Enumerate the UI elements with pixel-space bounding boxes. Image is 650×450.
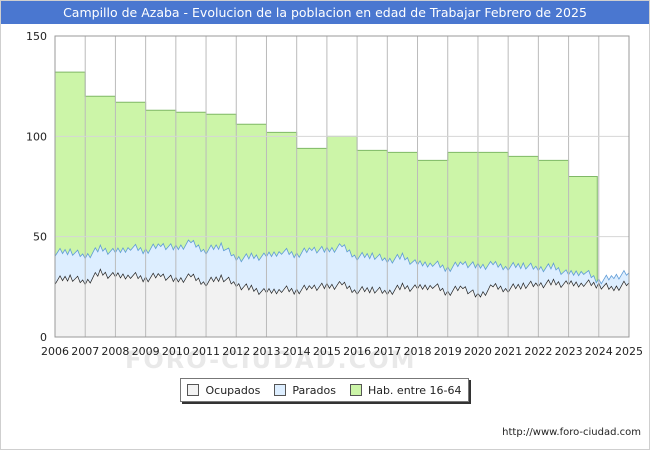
x-tick-label: 2024 xyxy=(585,345,613,358)
x-tick-label: 2022 xyxy=(524,345,552,358)
series-ocupados-area xyxy=(55,269,629,337)
legend-swatch-ocupados xyxy=(187,384,200,396)
legend-label-parados: Parados xyxy=(292,383,336,397)
legend-item-ocupados[interactable]: Ocupados xyxy=(187,384,260,397)
x-tick-label: 2006 xyxy=(41,345,69,358)
x-tick-label: 2008 xyxy=(101,345,129,358)
y-tick-label: 0 xyxy=(40,331,47,344)
x-tick-label: 2012 xyxy=(222,345,250,358)
legend-label-ocupados: Ocupados xyxy=(205,383,261,397)
legend: Ocupados Parados Hab. entre 16-64 xyxy=(180,378,469,402)
x-tick-label: 2013 xyxy=(252,345,280,358)
plot-border xyxy=(54,35,630,338)
legend-swatch-hab xyxy=(349,384,362,396)
x-tick-label: 2016 xyxy=(343,345,371,358)
y-tick-label: 150 xyxy=(26,30,47,43)
x-tick-label: 2015 xyxy=(313,345,341,358)
legend-item-hab[interactable]: Hab. entre 16-64 xyxy=(349,383,462,397)
x-tick-label: 2007 xyxy=(71,345,99,358)
x-tick-label: 2025 xyxy=(615,345,643,358)
source-url[interactable]: http://www.foro-ciudad.com xyxy=(502,427,641,438)
legend-item-parados[interactable]: Parados xyxy=(274,384,336,397)
x-tick-label: 2011 xyxy=(192,345,220,358)
chart-title: Campillo de Azaba - Evolucion de la pobl… xyxy=(1,1,649,24)
series-parados-line xyxy=(54,239,630,285)
x-tick-label: 2019 xyxy=(434,345,462,358)
x-tick-label: 2017 xyxy=(373,345,401,358)
legend-label-hab: Hab. entre 16-64 xyxy=(367,383,462,397)
x-tick-label: 2010 xyxy=(162,345,190,358)
x-tick-label: 2020 xyxy=(464,345,492,358)
x-tick-label: 2014 xyxy=(283,345,311,358)
series-ocupados-line xyxy=(54,268,630,298)
x-tick-label: 2009 xyxy=(132,345,160,358)
x-tick-label: 2021 xyxy=(494,345,522,358)
x-tick-label: 2023 xyxy=(555,345,583,358)
legend-swatch-parados xyxy=(274,384,287,396)
watermark: FORO-CIUDAD.COM xyxy=(125,346,417,374)
y-tick-label: 50 xyxy=(33,231,47,244)
x-tick-label: 2018 xyxy=(404,345,432,358)
y-tick-label: 100 xyxy=(26,130,47,143)
